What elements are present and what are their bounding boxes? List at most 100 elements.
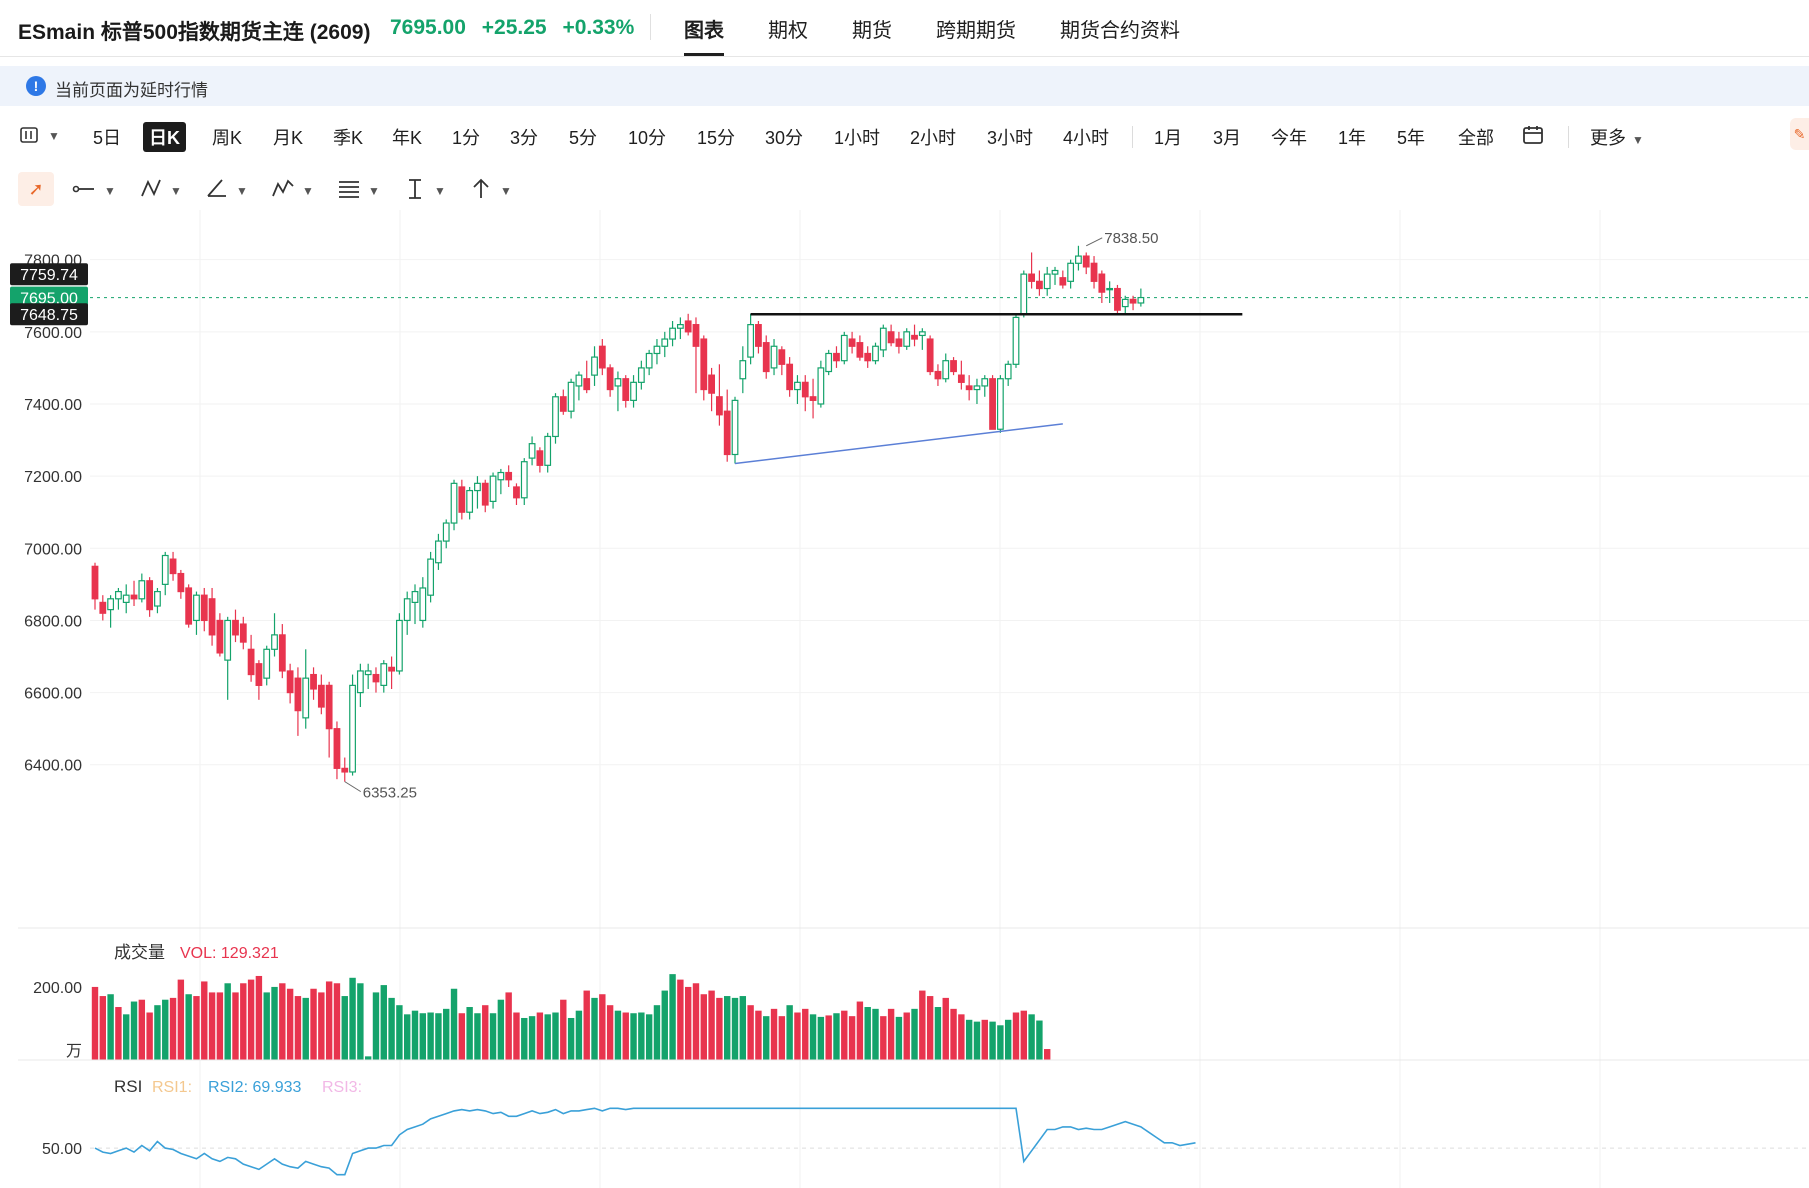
period-3min[interactable]: 3分 (510, 128, 539, 148)
range-5y[interactable]: 5年 (1397, 128, 1426, 148)
pencil-icon[interactable]: ✎ (1790, 118, 1809, 150)
angle-tool-icon[interactable]: ▼ (204, 172, 248, 206)
range-all[interactable]: 全部 (1458, 128, 1494, 148)
crosshair-price-label: 7759.74 (10, 263, 88, 286)
volume-bar (388, 997, 395, 1060)
period-15min[interactable]: 15分 (697, 128, 736, 148)
volume-bar (123, 1014, 130, 1060)
candle (513, 483, 520, 505)
tab-contract-info[interactable]: 期货合约资料 (1060, 20, 1180, 42)
candle (1114, 284, 1121, 314)
candle-body (302, 677, 310, 719)
cursor-icon[interactable]: ➚ (18, 172, 54, 206)
candle (622, 375, 630, 408)
candle (1004, 360, 1012, 386)
period-year[interactable]: 年K (392, 128, 423, 148)
volume-bar (294, 996, 302, 1060)
candle (395, 613, 403, 675)
volume-bar (130, 1001, 138, 1060)
candle (934, 364, 942, 386)
drawing-toolbar: ➚ ▼ ▼ ▼ ▼ ▼ ▼ ▼ (0, 172, 900, 208)
candle (138, 573, 146, 603)
volume-bar (177, 979, 185, 1060)
candle-body (661, 338, 669, 347)
candle (552, 393, 559, 444)
period-1h[interactable]: 1小时 (834, 128, 881, 148)
period-1min[interactable]: 1分 (452, 128, 481, 148)
arrow-tool-icon[interactable]: ▼ (468, 172, 512, 206)
candle-body (536, 450, 544, 466)
line-tool-icon[interactable]: ▼ (72, 172, 116, 206)
tab-options[interactable]: 期权 (768, 20, 808, 42)
period-5min[interactable]: 5分 (569, 128, 598, 148)
candle-body (809, 396, 817, 401)
volume-bar (185, 994, 192, 1060)
candle (185, 584, 193, 628)
candle-body (864, 352, 872, 362)
period-5d[interactable]: 5日 (93, 128, 122, 148)
chart-canvas[interactable]: 7800.00 7600.00 7400.00 7200.00 7000.00 … (0, 210, 1809, 1188)
period-10min[interactable]: 10分 (628, 128, 667, 148)
rsi2-label: RSI2: 69.933 (208, 1079, 302, 1096)
period-30min[interactable]: 30分 (765, 128, 804, 148)
trendline[interactable] (734, 423, 1063, 465)
period-quarter[interactable]: 季K (333, 128, 364, 148)
candle-body (817, 367, 825, 405)
candle-body (200, 594, 208, 622)
candle-body (224, 619, 232, 661)
tab-futures[interactable]: 期货 (852, 20, 892, 42)
volume-bar (427, 1012, 434, 1060)
period-month[interactable]: 月K (273, 128, 304, 148)
tab-spread-futures[interactable]: 跨期期货 (936, 20, 1016, 42)
volume-bar (271, 986, 278, 1060)
chevron-down-icon: ▼ (48, 129, 60, 143)
candle (833, 346, 840, 368)
low-annotation: 6353.25 (344, 781, 417, 802)
date-range-button[interactable] (1516, 122, 1550, 147)
range-ytd[interactable]: 今年 (1271, 128, 1307, 148)
chart-type-selector[interactable]: ▼ (14, 122, 66, 147)
candle-body (770, 345, 778, 369)
more-button[interactable]: 更多 ▼ (1584, 122, 1650, 152)
candle (474, 476, 481, 509)
candle (700, 335, 708, 401)
candle-body (364, 670, 372, 676)
volume-bar (536, 1012, 544, 1060)
candle (676, 317, 684, 340)
candle (794, 375, 801, 404)
period-3h[interactable]: 3小时 (987, 128, 1034, 148)
candle-body (965, 385, 973, 391)
period-day[interactable]: 日K (143, 122, 186, 152)
volume-bar (887, 1008, 895, 1060)
volume-bar (255, 975, 263, 1060)
volume-bar (279, 983, 286, 1060)
candle-body (918, 331, 926, 337)
volume-bar (169, 997, 177, 1060)
volume-bar (497, 999, 505, 1060)
volume-bar (981, 1019, 988, 1060)
candle-body (520, 461, 528, 499)
candle-body (1059, 277, 1067, 286)
candle (864, 346, 872, 368)
range-1y[interactable]: 1年 (1338, 128, 1367, 148)
candle-body (1121, 298, 1129, 308)
range-1m[interactable]: 1月 (1154, 128, 1183, 148)
candle (903, 328, 911, 350)
candle-body (356, 670, 364, 694)
volume-bar (677, 979, 684, 1060)
measure-tool-icon[interactable]: ▼ (402, 172, 446, 206)
candle (1082, 252, 1090, 275)
text-tool-icon[interactable]: ▼ (339, 181, 380, 198)
volume-bar (692, 983, 700, 1060)
candle-body (505, 471, 513, 481)
candle-body (583, 378, 591, 391)
period-4h[interactable]: 4小时 (1063, 128, 1110, 148)
tab-chart[interactable]: 图表 (684, 14, 724, 56)
pattern-tool-icon[interactable]: ▼ (270, 172, 314, 206)
period-week[interactable]: 周K (212, 128, 243, 148)
volume-title: 成交量 (114, 943, 165, 962)
range-3m[interactable]: 3月 (1213, 128, 1242, 148)
period-2h[interactable]: 2小时 (910, 128, 957, 148)
brush-tool-icon[interactable]: ▼ (138, 172, 182, 206)
candle-body (630, 381, 637, 401)
